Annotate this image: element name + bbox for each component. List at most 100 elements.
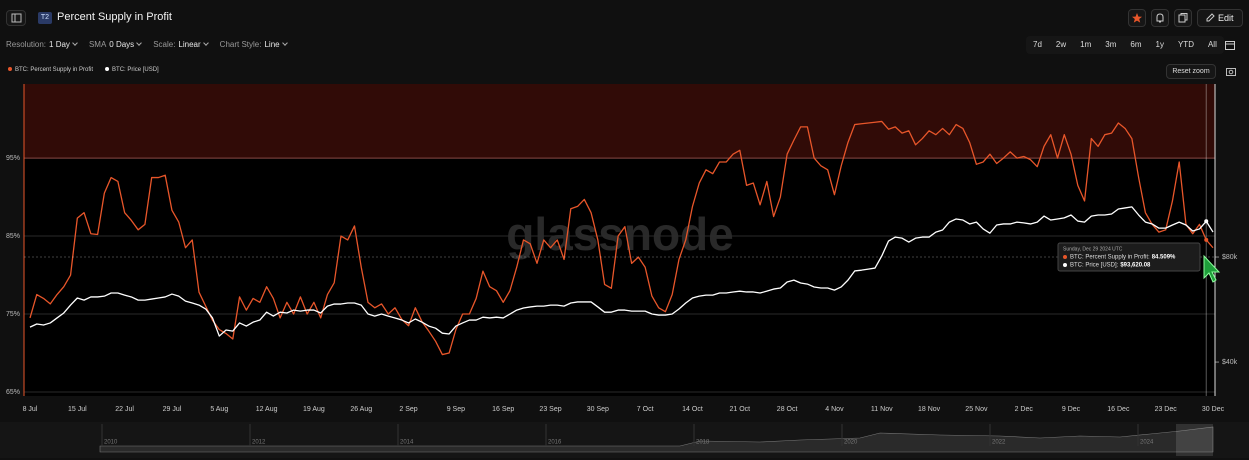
toolbar-item[interactable]: Resolution: 1 Day: [6, 40, 77, 49]
threshold-zone: [24, 84, 1215, 159]
x-tick-label: 16 Sep: [492, 406, 514, 413]
alert-button[interactable]: [1151, 9, 1169, 27]
toolbar: Resolution: 1 Day SMA 0 Days Scale: Linear Cha…: [6, 40, 287, 49]
navigator-year: 2022: [992, 440, 1006, 446]
x-tick-label: 28 Oct: [777, 406, 798, 413]
toolbar-item[interactable]: Chart Style: Line: [220, 40, 287, 49]
tooltip-label: BTC: Percent Supply in Profit:: [1070, 255, 1150, 261]
range-button[interactable]: 1m: [1080, 40, 1092, 49]
toolbar-item-label: Resolution:: [6, 40, 47, 49]
x-tick-label: 4 Nov: [825, 406, 844, 413]
series-line: [29, 206, 1214, 337]
x-tick-label: 19 Aug: [303, 406, 325, 413]
toolbar-item-label: Chart Style:: [219, 40, 262, 49]
navigator-year: 2014: [400, 440, 414, 446]
x-tick-label: 5 Aug: [210, 406, 228, 413]
x-tick-label: 14 Oct: [682, 406, 703, 413]
navigator-year: 2012: [252, 440, 266, 446]
tooltip-box: [1057, 242, 1201, 272]
navigator-year: 2024: [1140, 440, 1154, 446]
edit-button[interactable]: Edit: [1197, 9, 1243, 27]
navigator-window[interactable]: [1176, 424, 1213, 456]
range-button[interactable]: 2w: [1055, 40, 1067, 49]
x-tick-label: 15 Jul: [68, 406, 87, 413]
legend-label: BTC: Percent Supply in Profit: [15, 67, 93, 73]
x-tick-label: 2 Dec: [1015, 406, 1034, 413]
tier-badge: T2: [38, 12, 52, 24]
x-tick-label: 11 Nov: [871, 406, 893, 413]
range-button[interactable]: 3m: [1105, 40, 1117, 49]
favorite-button[interactable]: [1128, 9, 1146, 27]
series-line: [29, 120, 1214, 356]
x-tick-label: 29 Jul: [163, 406, 182, 413]
range-button[interactable]: 6m: [1130, 40, 1142, 49]
tooltip-value: $93,620.08: [1120, 263, 1151, 269]
legend-label: BTC: Price [USD]: [112, 67, 159, 73]
toolbar-item-value: 0 Days: [109, 40, 141, 49]
x-tick-label: 18 Nov: [918, 406, 941, 413]
x-tick-label: 16 Dec: [1107, 406, 1130, 413]
x-tick-label: 23 Dec: [1155, 406, 1178, 413]
star-icon: [1132, 13, 1142, 23]
y2-tick-label: $40k: [1222, 359, 1238, 366]
x-tick-label: 30 Dec: [1202, 406, 1225, 413]
x-tick-label: 2 Sep: [399, 406, 417, 413]
edit-label: Edit: [1218, 13, 1234, 23]
toolbar-item[interactable]: Scale: Linear: [153, 40, 207, 49]
x-tick-label: 8 Jul: [23, 406, 38, 413]
range-selector: 7d 2w 1m 3m 6m 1y YTD All: [1026, 36, 1224, 54]
legend: BTC: Percent Supply in Profit BTC: Price …: [8, 67, 159, 73]
y-tick-label: 95%: [6, 155, 20, 162]
x-tick-label: 9 Sep: [447, 406, 465, 413]
range-button[interactable]: All: [1207, 40, 1217, 49]
copy-button[interactable]: [1174, 9, 1192, 27]
toolbar-item-label: Scale:: [153, 40, 176, 49]
toolbar-item[interactable]: SMA 0 Days: [89, 40, 141, 49]
navigator-year: 2020: [844, 440, 858, 446]
tooltip-label: BTC: Price [USD]:: [1070, 263, 1119, 269]
y-tick-label: 85%: [6, 233, 20, 240]
sidebar-toggle[interactable]: [6, 10, 26, 26]
toolbar-item-label: SMA: [88, 40, 107, 49]
x-tick-label: 9 Dec: [1062, 406, 1081, 413]
toolbar-item-value: 1 Day: [49, 40, 77, 49]
hover-point: [1204, 237, 1209, 242]
y2-tick-label: $80k: [1222, 254, 1238, 261]
bell-icon: [1156, 13, 1164, 23]
reset-zoom-button[interactable]: Reset zoom: [1166, 64, 1216, 79]
tooltip-swatch: [1063, 255, 1067, 259]
range-button[interactable]: 7d: [1033, 40, 1042, 49]
page-title: Percent Supply in Profit: [57, 11, 172, 23]
navigator-series: [99, 426, 1214, 453]
toolbar-item-value: Linear: [178, 40, 207, 49]
x-tick-label: 22 Jul: [115, 406, 134, 413]
navigator-year: 2010: [104, 440, 118, 446]
legend-swatch: [105, 67, 110, 71]
x-tick-label: 25 Nov: [965, 406, 988, 413]
y-tick-label: 75%: [6, 311, 20, 318]
range-button[interactable]: 1y: [1155, 40, 1164, 49]
x-tick-label: 7 Oct: [637, 406, 654, 413]
hover-point: [1204, 219, 1209, 224]
tooltip-date: Sunday, Dec 29 2024 UTC: [1063, 246, 1123, 252]
calendar-icon[interactable]: [1224, 39, 1236, 51]
sidebar-icon: [11, 13, 22, 23]
copy-icon: [1178, 13, 1188, 23]
x-tick-label: 12 Aug: [256, 406, 278, 413]
tooltip-value: 84.509%: [1152, 255, 1176, 261]
x-tick-label: 30 Sep: [587, 406, 609, 413]
tooltip: Sunday, Dec 29 2024 UTC BTC: Percent Supp…: [1057, 242, 1201, 272]
legend-swatch: [8, 67, 12, 71]
range-button[interactable]: YTD: [1177, 40, 1194, 49]
mouse-cursor: [1203, 254, 1221, 283]
screenshot-icon[interactable]: [1225, 66, 1237, 77]
x-tick-label: 26 Aug: [350, 406, 372, 413]
tooltip-swatch: [1063, 263, 1067, 267]
navigator-year: 2018: [696, 440, 710, 446]
x-tick-label: 21 Oct: [729, 406, 750, 413]
y-tick-label: 65%: [6, 389, 20, 396]
edit-icon: [1206, 13, 1215, 22]
toolbar-item-value: Line: [264, 40, 286, 49]
